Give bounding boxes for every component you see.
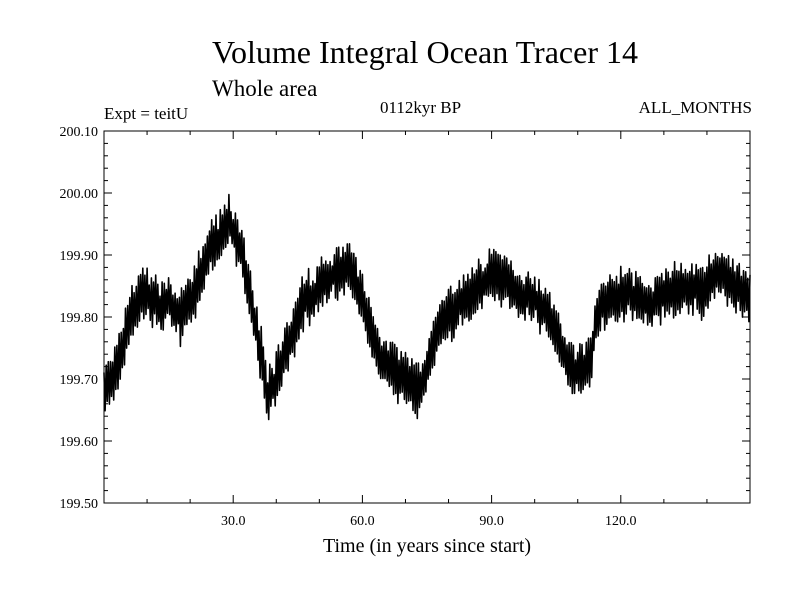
period-label: 0112kyr BP	[380, 98, 462, 117]
y-tick-label: 199.60	[60, 435, 99, 450]
months-label: ALL_MONTHS	[638, 98, 752, 117]
y-tick-label: 199.90	[60, 249, 99, 264]
experiment-label: Expt = teitU	[104, 104, 189, 123]
y-tick-label: 199.50	[60, 497, 99, 512]
y-tick-label: 199.70	[60, 373, 99, 388]
y-tick-label: 200.10	[60, 125, 99, 140]
chart-title: Volume Integral Ocean Tracer 14	[212, 34, 638, 70]
x-tick-label: 90.0	[479, 514, 504, 529]
y-tick-label: 200.00	[60, 187, 99, 202]
chart-subtitle: Whole area	[212, 76, 318, 101]
plot-frame	[103, 130, 751, 504]
axis-tick-labels: 199.50 199.60 199.70 199.80 199.90 200.00 200.…	[60, 125, 637, 529]
axis-ticks	[104, 130, 750, 504]
x-tick-label: 120.0	[605, 514, 637, 529]
x-axis-label: Time (in years since start)	[323, 535, 531, 557]
y-tick-label: 199.80	[60, 311, 99, 326]
series-line	[103, 193, 751, 421]
x-tick-label: 60.0	[350, 514, 375, 529]
x-tick-label: 30.0	[221, 514, 246, 529]
